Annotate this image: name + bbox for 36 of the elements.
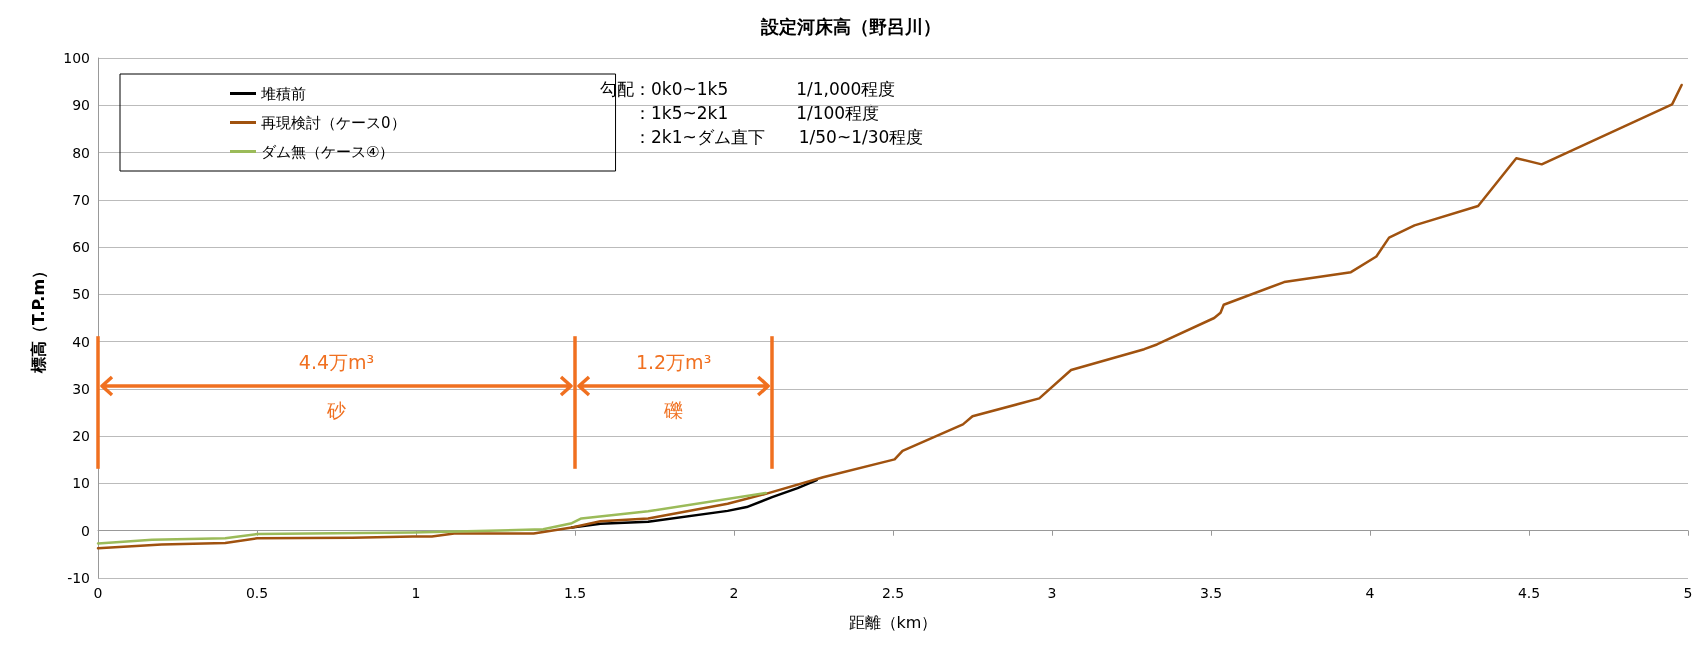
annotation: 1.2万m³: [635, 349, 712, 375]
annotation: 砂: [327, 397, 346, 423]
x-tick-label: 1.5: [563, 585, 587, 601]
x-tick-label: 0: [93, 585, 103, 601]
y-tick-label: 60: [72, 239, 90, 256]
legend-label: ダム無（ケース④）: [261, 142, 395, 161]
y-axis-title: 標高（T.P.m）: [28, 262, 48, 375]
annotation: ：2k1~ダム直下 1/50~1/30程度: [634, 126, 924, 147]
y-tick-label: 20: [72, 428, 90, 445]
y-tick-label: 90: [72, 97, 90, 114]
y-tick-label: 70: [72, 191, 90, 208]
y-tick-label: -10: [67, 570, 90, 586]
x-tick-label: 4.5: [1517, 585, 1541, 601]
line-series: [96, 491, 768, 545]
x-tick-label: 2: [729, 585, 739, 601]
x-tick-label: 2.5: [881, 585, 905, 601]
chart-title: 設定河床高（野呂川）: [760, 15, 941, 37]
legend-label: 再現検討（ケース0）: [261, 113, 406, 132]
y-tick-label: 40: [72, 333, 90, 350]
annotation: 4.4万m³: [298, 349, 375, 375]
y-tick-label: 30: [72, 380, 90, 397]
y-tick-label: 0: [81, 522, 90, 539]
y-tick-label: 10: [72, 475, 90, 492]
annotation: 礫: [664, 397, 684, 423]
x-tick-label: 0.5: [245, 585, 269, 601]
x-axis-title: 距離（km）: [848, 612, 938, 632]
y-tick-label: 80: [72, 144, 90, 161]
x-tick-label: 3.5: [1199, 585, 1223, 601]
x-tick-label: 4: [1365, 585, 1375, 601]
x-tick-label: 5: [1683, 585, 1693, 601]
annotation: ：1k5~2k1 1/100程度: [634, 102, 880, 123]
legend-label: 堆積前: [260, 84, 306, 103]
x-tick-label: 3: [1047, 585, 1057, 601]
x-tick-label: 1: [411, 585, 421, 601]
y-tick-label: 50: [72, 286, 90, 303]
y-tick-label: 100: [63, 50, 90, 66]
